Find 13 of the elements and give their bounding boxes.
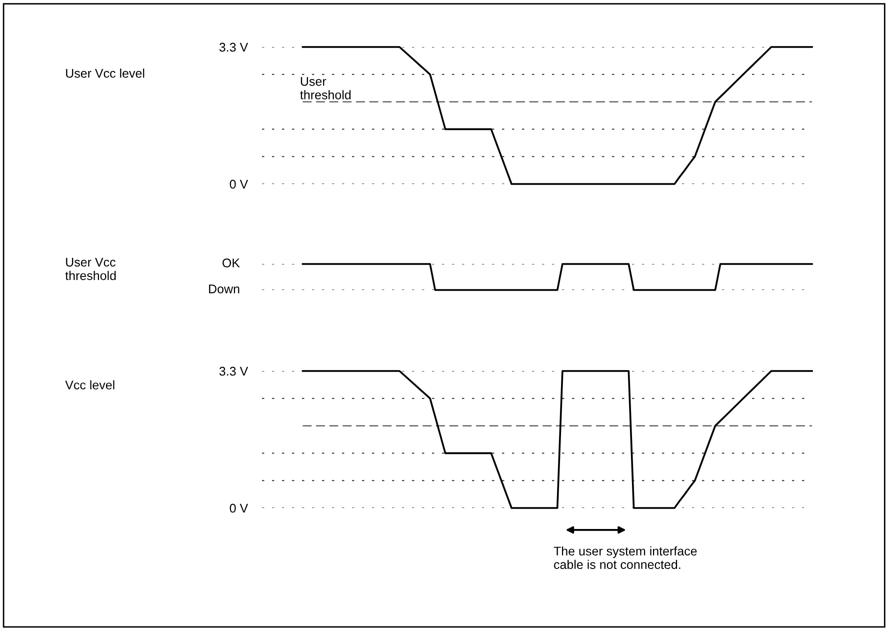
y-tick-label: 0 V (230, 504, 248, 513)
line-series (302, 370, 813, 509)
y-tick-label: 3.3 V (219, 42, 248, 52)
text: Down (209, 284, 240, 294)
y-axis-title: User Vcc threshold (65, 258, 116, 280)
y-tick-label: 0 V (230, 180, 248, 189)
text: OK (222, 258, 240, 268)
y-axis-title: User Vcc level (66, 68, 144, 78)
y-tick-label: 3.3 V (219, 366, 248, 376)
y-axis-title: Vcc level (65, 380, 114, 390)
ref-line-label: User threshold (300, 77, 351, 100)
text: The user system interface cable is not connected. (554, 546, 697, 570)
line-series (302, 46, 813, 185)
